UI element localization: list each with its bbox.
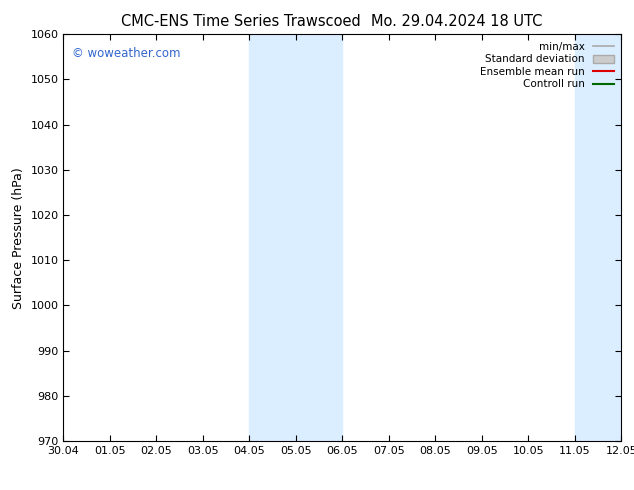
Text: CMC-ENS Time Series Trawscoed: CMC-ENS Time Series Trawscoed (121, 14, 361, 29)
Y-axis label: Surface Pressure (hPa): Surface Pressure (hPa) (12, 167, 25, 309)
Legend: min/max, Standard deviation, Ensemble mean run, Controll run: min/max, Standard deviation, Ensemble me… (478, 40, 616, 92)
Text: © woweather.com: © woweather.com (72, 47, 180, 59)
Bar (575, 34, 634, 441)
Bar (249, 34, 342, 441)
Text: Mo. 29.04.2024 18 UTC: Mo. 29.04.2024 18 UTC (371, 14, 542, 29)
